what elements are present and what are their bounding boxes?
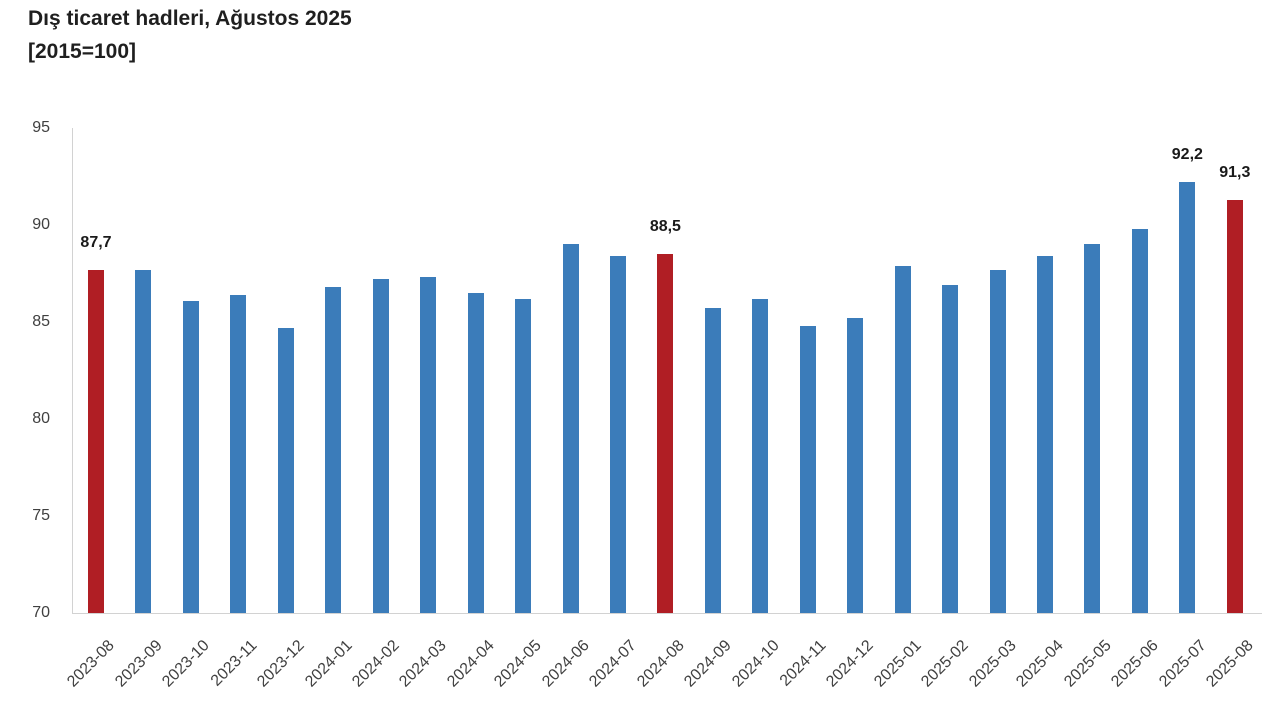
bar-2025-05 [1084, 244, 1101, 613]
data-label-2025-07: 92,2 [1171, 146, 1203, 164]
x-tick-label-2024-03: 2024-03 [396, 637, 451, 691]
x-tick-label-2024-04: 2024-04 [444, 637, 498, 691]
x-tick-label-2024-10: 2024-10 [728, 637, 783, 691]
x-tick-label-2025-08: 2025-08 [1203, 637, 1257, 691]
bar-2024-08 [657, 254, 674, 613]
y-axis-line [72, 128, 73, 613]
bar-2023-12 [277, 327, 294, 613]
bar-2024-05 [515, 298, 532, 613]
bar-2023-10 [182, 300, 199, 613]
bar-2023-11 [230, 294, 247, 613]
x-tick-label-2025-01: 2025-01 [871, 637, 925, 691]
x-axis-line [72, 613, 1262, 614]
x-tick-label-2023-08: 2023-08 [64, 637, 119, 691]
x-tick-label-2023-10: 2023-10 [159, 637, 213, 691]
bar-2025-02 [942, 285, 959, 613]
x-tick-label-2023-09: 2023-09 [111, 637, 166, 691]
bar-2025-03 [989, 269, 1006, 613]
x-tick-label-2025-02: 2025-02 [918, 637, 973, 691]
bar-2024-02 [372, 279, 389, 613]
x-tick-label-2025-03: 2025-03 [966, 637, 1020, 691]
y-tick-label-70: 70 [32, 604, 50, 621]
bar-2025-08 [1226, 199, 1243, 613]
bar-2024-09 [704, 308, 721, 613]
chart-title: Dış ticaret hadleri, Ağustos 2025 [28, 7, 352, 30]
bar-2024-12 [847, 318, 864, 613]
x-tick-label-2024-02: 2024-02 [349, 637, 403, 691]
chart-subtitle: [2015=100] [28, 40, 137, 63]
bar-2023-08 [88, 269, 104, 613]
y-tick-label-90: 90 [32, 216, 50, 233]
data-label-2023-08: 87,7 [80, 233, 112, 251]
data-label-2025-08: 91,3 [1219, 163, 1251, 181]
x-tick-label-2025-05: 2025-05 [1060, 637, 1115, 691]
bar-2025-07 [1179, 182, 1196, 613]
x-tick-label-2025-04: 2025-04 [1013, 637, 1068, 691]
x-tick-label-2024-09: 2024-09 [681, 637, 735, 691]
y-tick-label-75: 75 [32, 507, 50, 524]
x-tick-label-2025-06: 2025-06 [1108, 637, 1162, 691]
y-tick-label-80: 80 [32, 410, 50, 427]
y-tick-label-85: 85 [32, 313, 50, 330]
x-tick-label-2024-07: 2024-07 [586, 637, 640, 691]
chart-title-block: Dış ticaret hadleri, Ağustos 2025 [2015=… [28, 2, 352, 68]
x-tick-label-2024-01: 2024-01 [301, 637, 356, 691]
bar-2025-04 [1037, 256, 1053, 613]
bar-2025-01 [894, 265, 911, 613]
bar-2024-03 [420, 277, 437, 613]
y-tick-label-95: 95 [32, 119, 50, 136]
x-tick-label-2024-12: 2024-12 [823, 637, 878, 691]
x-tick-label-2024-11: 2024-11 [777, 637, 830, 690]
bar-2024-11 [799, 325, 816, 613]
bar-2025-06 [1131, 228, 1148, 613]
x-tick-label-2024-06: 2024-06 [538, 637, 593, 691]
data-label-2024-08: 88,5 [649, 218, 681, 236]
bar-2024-07 [609, 256, 626, 613]
bar-2023-09 [135, 269, 152, 613]
bar-2024-10 [752, 298, 769, 613]
x-tick-label-2025-07: 2025-07 [1155, 637, 1210, 691]
bar-2024-04 [467, 292, 484, 613]
x-tick-label-2024-08: 2024-08 [633, 637, 688, 691]
x-tick-label-2023-11: 2023-11 [207, 637, 261, 690]
bar-2024-01 [325, 287, 342, 613]
x-tick-label-2023-12: 2023-12 [254, 637, 308, 691]
bar-2024-06 [562, 244, 579, 613]
x-tick-label-2024-05: 2024-05 [491, 637, 546, 691]
